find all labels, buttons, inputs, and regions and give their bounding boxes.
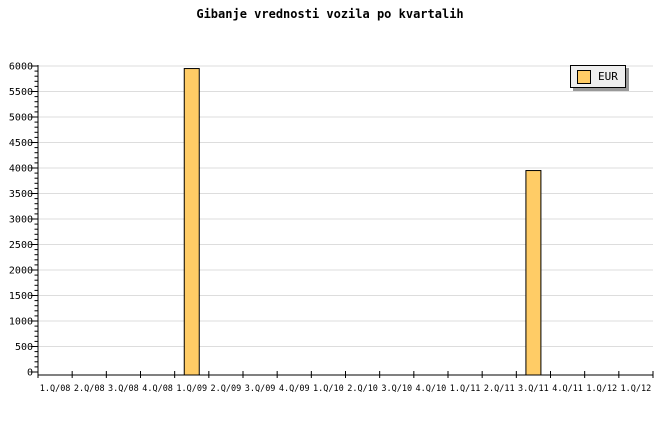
x-tick-label: 1.Q/10: [313, 384, 344, 394]
legend-box: EUR: [570, 65, 626, 88]
y-tick-label: 6000: [9, 62, 33, 73]
x-tick-label: 2.Q/10: [347, 384, 378, 394]
y-tick-label: 2000: [9, 266, 33, 277]
x-tick-label: 1.Q/08: [40, 384, 71, 394]
x-tick-label: 2.Q/09: [211, 384, 242, 394]
legend-series-label: EUR: [598, 70, 618, 83]
x-tick-label: 4.Q/08: [142, 384, 173, 394]
bar: [183, 68, 200, 376]
x-tick-label: 3.Q/09: [245, 384, 276, 394]
x-tick-label: 4.Q/11: [552, 384, 583, 394]
x-tick-label: 1.Q/11: [450, 384, 481, 394]
x-tick-label: 3.Q/11: [518, 384, 549, 394]
y-tick-label: 2500: [9, 240, 33, 251]
x-tick-label: 4.Q/09: [279, 384, 310, 394]
y-tick-label: 0: [27, 368, 33, 379]
chart-title: Gibanje vrednosti vozila po kvartalih: [196, 7, 464, 21]
y-tick-label: 1000: [9, 317, 33, 328]
x-tick-label: 1.Q/12: [621, 384, 652, 394]
y-tick-label: 3000: [9, 215, 33, 226]
bar: [525, 170, 542, 376]
x-tick-label: 4.Q/10: [416, 384, 447, 394]
x-tick-label: 1.Q/12: [586, 384, 617, 394]
legend-swatch-icon: [577, 69, 591, 84]
y-tick-label: 3500: [9, 189, 33, 200]
y-tick-label: 5000: [9, 113, 33, 124]
y-tick-label: 4000: [9, 164, 33, 175]
y-tick-label: 500: [15, 342, 33, 353]
y-tick-label: 5500: [9, 87, 33, 98]
x-tick-label: 2.Q/11: [484, 384, 515, 394]
y-tick-label: 1500: [9, 291, 33, 302]
y-tick-label: 4500: [9, 138, 33, 149]
x-tick-label: 1.Q/09: [176, 384, 207, 394]
x-tick-label: 3.Q/10: [381, 384, 412, 394]
x-tick-label: 2.Q/08: [74, 384, 105, 394]
x-tick-label: 3.Q/08: [108, 384, 139, 394]
